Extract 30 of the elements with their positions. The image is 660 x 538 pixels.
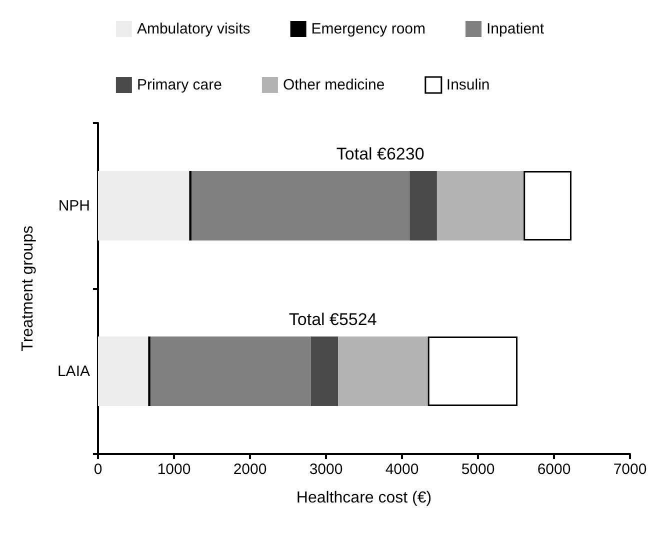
x-tick-label: 4000 [385,461,419,478]
x-axis-title: Healthcare cost (€) [296,490,432,506]
legend-label: Inpatient [486,20,545,38]
bar [98,336,148,406]
bar [338,336,428,406]
total-label: Total €6230 [336,144,424,164]
x-tick-label: 2000 [233,461,267,478]
bar [410,170,437,241]
legend-label: Insulin [446,76,490,94]
bar [310,336,338,406]
total-label: Total €5524 [288,310,377,329]
y-tick-label: LAIA [57,362,90,380]
legend-label: Primary care [136,76,222,94]
x-tick-label: 0 [94,461,102,478]
bar [524,170,572,241]
legend-label: Other medicine [282,76,385,94]
bar [98,170,190,241]
bar [150,336,311,406]
y-tick-label: NPH [58,197,90,214]
bar [428,336,518,406]
bar [191,170,410,241]
y-axis-title: Treatment groups [20,226,36,352]
x-tick-label: 3000 [309,461,343,478]
x-tick-label: 7000 [613,461,647,478]
x-tick-label: 6000 [537,461,571,478]
x-tick-label: 5000 [461,461,495,478]
legend-label: Emergency room [311,20,426,38]
legend-label: Ambulatory visits [136,20,250,38]
x-tick-label: 1000 [157,461,191,478]
bar [436,170,524,241]
